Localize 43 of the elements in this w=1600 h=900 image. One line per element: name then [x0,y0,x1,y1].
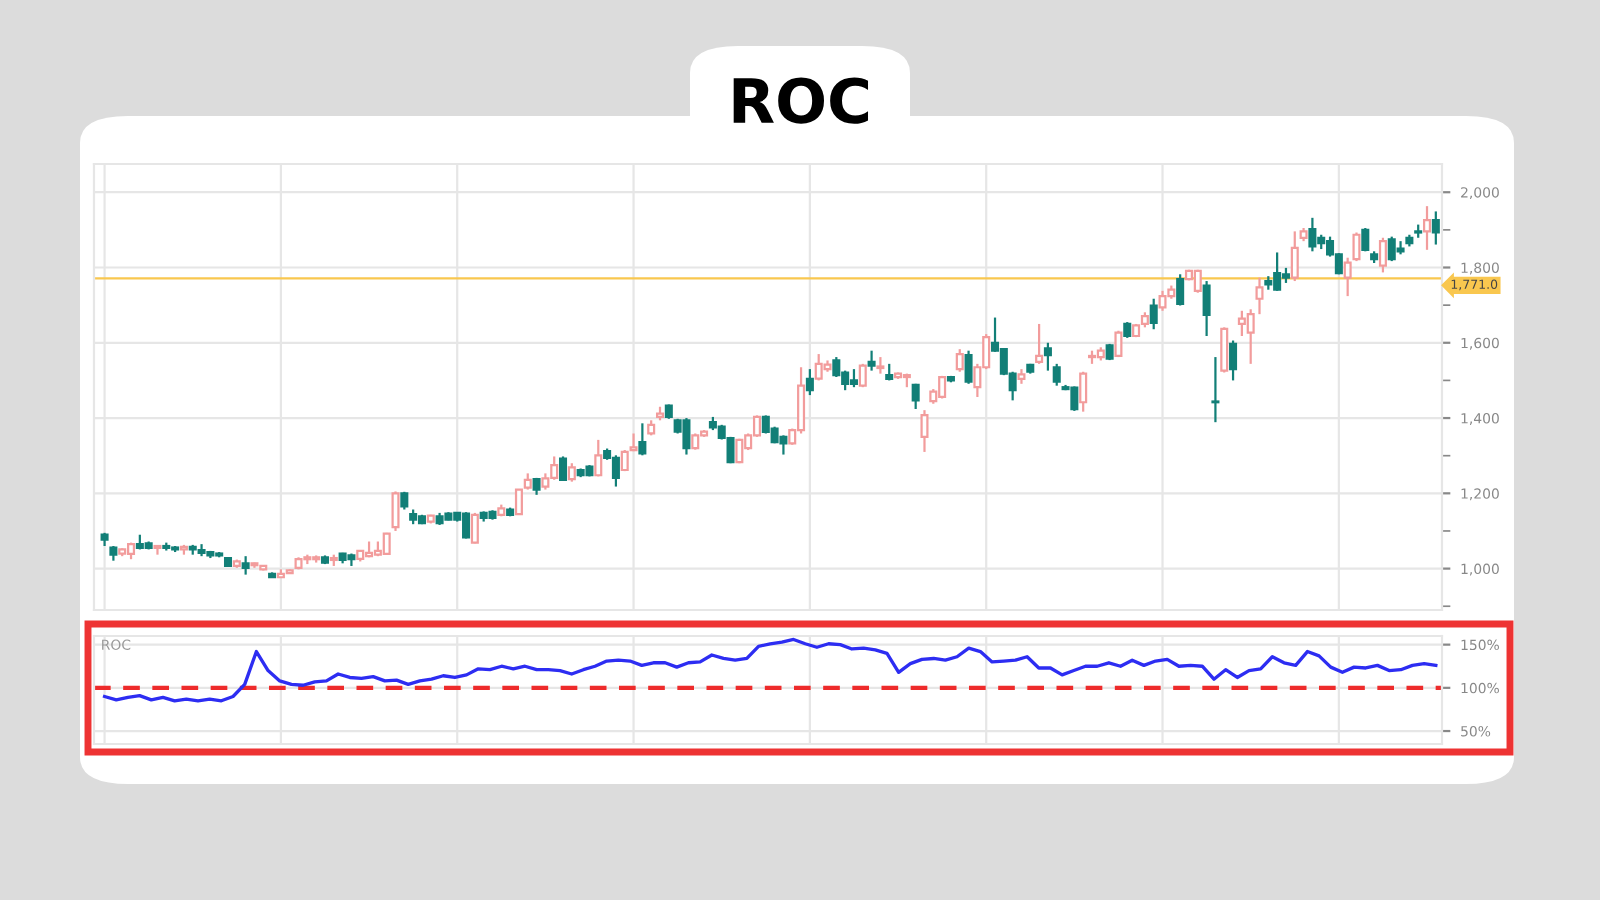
candlestick [1202,279,1211,338]
candlestick [964,349,973,385]
candlestick [382,531,391,556]
candlestick [1035,322,1044,365]
candlestick [594,438,603,478]
candlestick [1378,236,1387,274]
candlestick [1211,355,1220,424]
candlestick [867,349,876,372]
candlestick [1070,385,1079,413]
candlestick [1308,216,1317,253]
candlestick [1176,273,1185,307]
candlestick [1290,230,1299,283]
line-series [102,637,1438,703]
candlestick [559,455,568,482]
candlestick [391,490,400,533]
candlestick [153,544,162,556]
candlestick [805,368,814,397]
candlestick [1422,205,1432,251]
candlestick [911,382,920,411]
candlestick [1229,339,1238,382]
candlestick [779,434,788,456]
candlestick [920,409,929,454]
candlestick [611,454,620,488]
candlestick [1043,341,1052,372]
candlestick [567,462,576,483]
candlestick [241,555,250,576]
candlestick [1052,362,1061,387]
candlestick [1114,329,1123,359]
candlestick [1149,297,1158,331]
candlestick [1396,240,1405,256]
candlestick [1220,326,1229,374]
candlestick [955,348,964,373]
candlestick [629,432,638,453]
candlestick [832,355,841,379]
candlestick [1431,210,1440,246]
candlestick [1158,289,1167,312]
candlestick [638,422,647,457]
candlestick [876,355,885,375]
candlestick [470,511,479,545]
chart-title: ROC [733,77,869,124]
candlestick [849,368,858,389]
candlestick [1079,370,1088,413]
candlestick [682,416,691,456]
